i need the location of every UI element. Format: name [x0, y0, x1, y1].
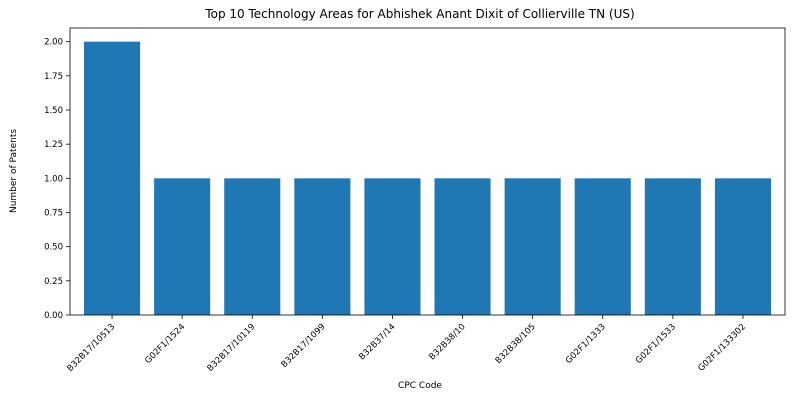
y-tick-label: 0.00	[44, 311, 63, 321]
y-tick-label: 0.50	[44, 243, 63, 253]
x-tick-label: B32B17/10119	[206, 322, 258, 374]
x-tick-label: G02F1/1524	[143, 322, 187, 366]
y-tick-label: 0.75	[44, 209, 63, 219]
bar-g02f1-1533	[645, 178, 701, 315]
bar-b32b37-14	[364, 178, 420, 315]
bar-b32b17-10119	[224, 178, 280, 315]
y-axis-label: Number of Patents	[9, 129, 19, 213]
bar-b32b38-105	[505, 178, 561, 315]
y-tick-label: 1.75	[44, 72, 63, 82]
x-tick-label: G02F1/133302	[696, 322, 748, 374]
bars-group	[84, 42, 771, 315]
x-tick-label: B32B37/14	[357, 322, 397, 362]
bar-g02f1-1524	[154, 178, 210, 315]
x-tick-label: B32B17/10513	[65, 322, 117, 374]
y-tick-label: 1.25	[44, 140, 63, 150]
y-axis-ticks: 0.00 0.25 0.50 0.75 1.00 1.25 1.50 1.75 2.00	[44, 38, 70, 321]
bar-b32b17-1099	[294, 178, 350, 315]
bar-g02f1-133302	[715, 178, 771, 315]
y-tick-label: 2.00	[44, 38, 63, 48]
x-axis-label: CPC Code	[398, 381, 442, 391]
y-tick-label: 0.25	[44, 277, 63, 287]
x-tick-label: B32B17/1099	[280, 322, 328, 370]
x-tick-label: B32B38/105	[494, 322, 538, 366]
bar-b32b38-10	[435, 178, 491, 315]
x-axis-ticks: B32B17/10513 G02F1/1524 B32B17/10119 B32B17…	[65, 315, 748, 374]
x-tick-label: G02F1/1533	[634, 322, 678, 366]
bar-g02f1-1333	[575, 178, 631, 315]
x-tick-label: G02F1/1333	[564, 322, 608, 366]
chart-title: Top 10 Technology Areas for Abhishek Ana…	[204, 7, 634, 21]
y-tick-label: 1.00	[44, 174, 63, 184]
x-tick-label: B32B38/10	[427, 322, 467, 362]
bar-b32b17-10513	[84, 42, 140, 315]
y-tick-label: 1.50	[44, 106, 63, 116]
